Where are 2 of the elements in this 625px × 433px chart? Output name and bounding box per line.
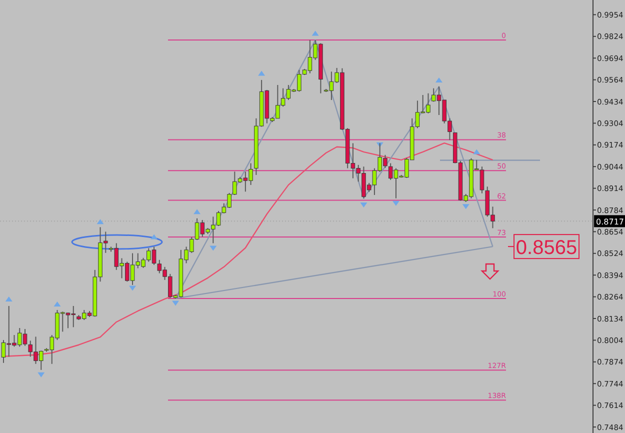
ref-line-label: 0.8717 xyxy=(596,218,624,227)
ref-line-label: 0.8565 xyxy=(516,237,578,260)
